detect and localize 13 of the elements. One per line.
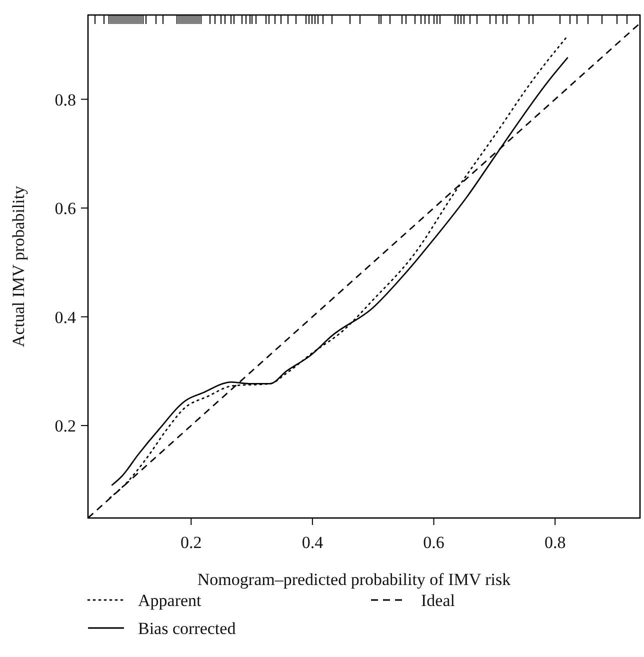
y-tick-label: 0.8 <box>54 90 76 110</box>
legend-label: Bias corrected <box>138 619 236 638</box>
x-axis-title: Nomogram–predicted probability of IMV risk <box>197 570 512 589</box>
y-tick-label: 0.6 <box>54 199 76 218</box>
x-tick-label: 0.2 <box>180 533 202 552</box>
y-tick-label: 0.2 <box>54 416 76 436</box>
x-tick-label: 0.8 <box>544 533 566 552</box>
y-tick-label: 0.4 <box>54 308 76 327</box>
x-tick-label: 0.4 <box>302 533 324 552</box>
legend-label: Ideal <box>421 591 456 610</box>
legend-label: Apparent <box>138 591 202 610</box>
x-tick-label: 0.6 <box>423 533 444 552</box>
y-axis-title: Actual IMV probability <box>9 185 28 348</box>
